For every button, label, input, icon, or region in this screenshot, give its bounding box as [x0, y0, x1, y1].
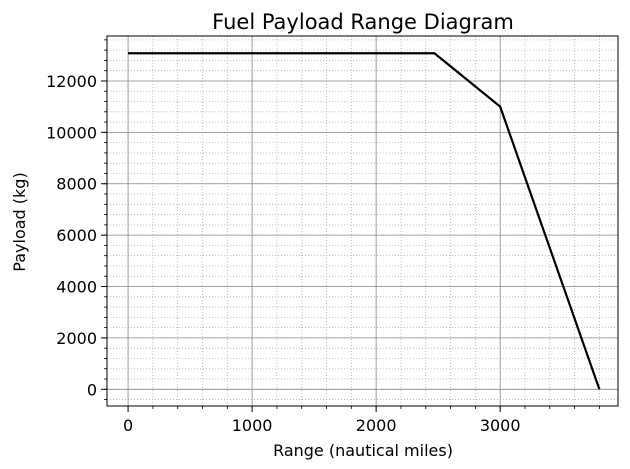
- y-tick-label: 2000: [56, 329, 97, 348]
- y-tick-label: 8000: [56, 175, 97, 194]
- y-tick-label: 12000: [46, 72, 97, 91]
- x-axis-label: Range (nautical miles): [273, 441, 453, 460]
- major-grid: [107, 36, 618, 406]
- x-tick-label: 0: [123, 416, 133, 435]
- y-tick-label: 4000: [56, 278, 97, 297]
- x-tick-label: 2000: [356, 416, 397, 435]
- chart-title: Fuel Payload Range Diagram: [212, 10, 514, 34]
- payload-range-line: [128, 52, 601, 390]
- x-tick-label: 3000: [480, 416, 521, 435]
- y-tick-label: 0: [87, 380, 97, 399]
- y-tick-label: 6000: [56, 226, 97, 245]
- y-tick-label: 10000: [46, 123, 97, 142]
- y-axis-label: Payload (kg): [10, 172, 29, 271]
- ticks-layer: 0 1000 2000 3000 0 2000 4000 6000 8000 10000 12000: [46, 39, 600, 435]
- series-layer: [128, 52, 601, 390]
- x-tick-label: 1000: [232, 416, 273, 435]
- plot-frame: [106, 35, 619, 407]
